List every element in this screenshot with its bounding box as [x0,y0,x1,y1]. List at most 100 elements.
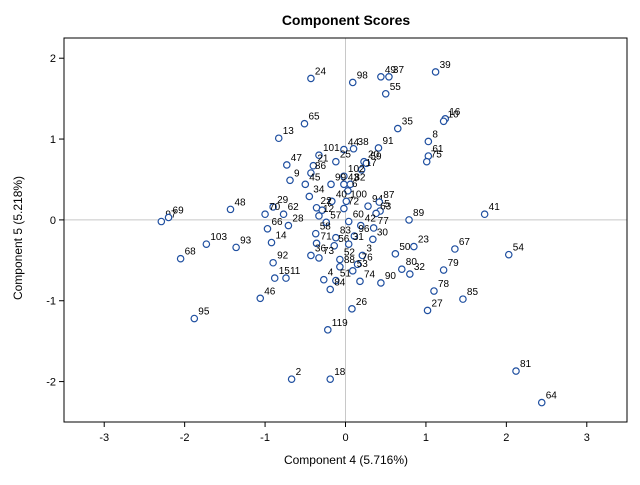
data-point [336,255,344,264]
data-point-label: 3 [366,243,372,254]
data-point-label: 48 [234,197,246,208]
data-point-label: 66 [271,217,283,228]
data-point [274,134,283,143]
data-point-label: 4 [328,268,334,279]
x-tick-label: 0 [342,432,348,444]
data-point-label: 98 [357,70,369,81]
data-point-label: 14 [276,231,288,242]
data-point [232,243,240,252]
data-point-label: 100 [350,189,367,200]
data-point-label: 24 [315,66,327,77]
data-point-label: 78 [438,279,450,290]
data-point-label: 31 [353,232,365,243]
data-point [263,224,272,233]
data-point-label: 45 [309,172,321,183]
data-point [397,265,406,274]
data-point [430,287,438,295]
data-point-label: 53 [357,259,369,270]
data-point-label: 18 [334,367,346,378]
data-point [422,157,431,166]
data-point-label: 52 [344,248,356,259]
data-point [377,73,385,81]
data-point-label: 75 [431,150,443,161]
data-point-label: 39 [440,60,452,71]
data-point [312,239,321,248]
data-point-label: 87 [383,190,395,201]
data-point [356,277,364,286]
y-axis-label: Component 5 (5.218%) [11,176,25,300]
data-point-label: 92 [277,251,289,262]
data-point-label: 51 [340,269,352,280]
data-point [340,145,348,154]
data-point-label: 99 [335,172,347,183]
data-point [300,119,309,128]
data-point-label: 62 [288,202,300,213]
data-point [190,314,199,323]
data-point-label: 79 [448,258,460,269]
y-tick-label: -2 [46,377,56,389]
data-point [405,216,413,224]
data-point [282,274,290,282]
data-point [326,285,335,294]
data-point-label: 10 [448,109,460,120]
data-point [344,186,352,195]
data-point-label: 6 [352,179,358,190]
data-point [307,251,315,260]
data-point [176,254,185,263]
data-point [381,89,390,98]
x-tick-label: 3 [584,432,590,444]
data-point [459,295,467,303]
y-tick-label: 1 [50,134,56,146]
data-point [315,254,323,262]
data-point [369,224,378,232]
data-point-label: 68 [185,247,197,258]
x-tick-label: 2 [503,432,509,444]
x-tick-label: -2 [180,432,190,444]
data-point [512,367,520,375]
data-point [350,232,359,240]
data-point-label: 83 [340,226,352,237]
data-point-label: 93 [240,235,252,246]
y-tick-label: 2 [50,53,56,65]
data-point-label: 32 [414,262,426,273]
data-point-label: 85 [467,287,479,298]
data-point-label: 47 [291,153,303,164]
data-point-label: 26 [356,297,368,308]
data-point [307,74,315,83]
data-point-label: 56 [338,234,350,245]
data-point-label: 43 [348,172,360,183]
data-point [307,169,315,177]
data-point-label: 44 [348,138,360,149]
data-point [356,221,365,230]
data-point [315,151,323,160]
data-point-label: 46 [264,286,276,297]
data-point-label: 42 [365,214,377,225]
data-point [326,375,335,383]
data-point [374,144,383,152]
data-point-label: 102 [348,164,365,175]
data-point [372,209,380,218]
data-point [357,165,366,174]
data-point [344,240,353,248]
y-tick-label: 0 [50,215,56,227]
data-point [353,260,362,269]
data-point-label: 57 [330,210,342,221]
data-point [157,217,166,226]
data-point [332,233,340,242]
data-point [348,78,357,87]
data-point [332,157,340,166]
data-point [424,137,433,146]
data-point-label: 15 [279,266,291,277]
data-point [391,250,400,258]
data-point [362,159,371,168]
data-point [346,180,355,189]
data-point-label: 64 [546,391,558,402]
data-point-label: 88 [344,255,356,266]
data-point-label: 81 [520,359,532,370]
data-point-label: 40 [336,189,348,200]
data-point-label: 58 [320,222,332,233]
data-point [301,180,310,189]
data-point-label: 11 [290,266,301,277]
